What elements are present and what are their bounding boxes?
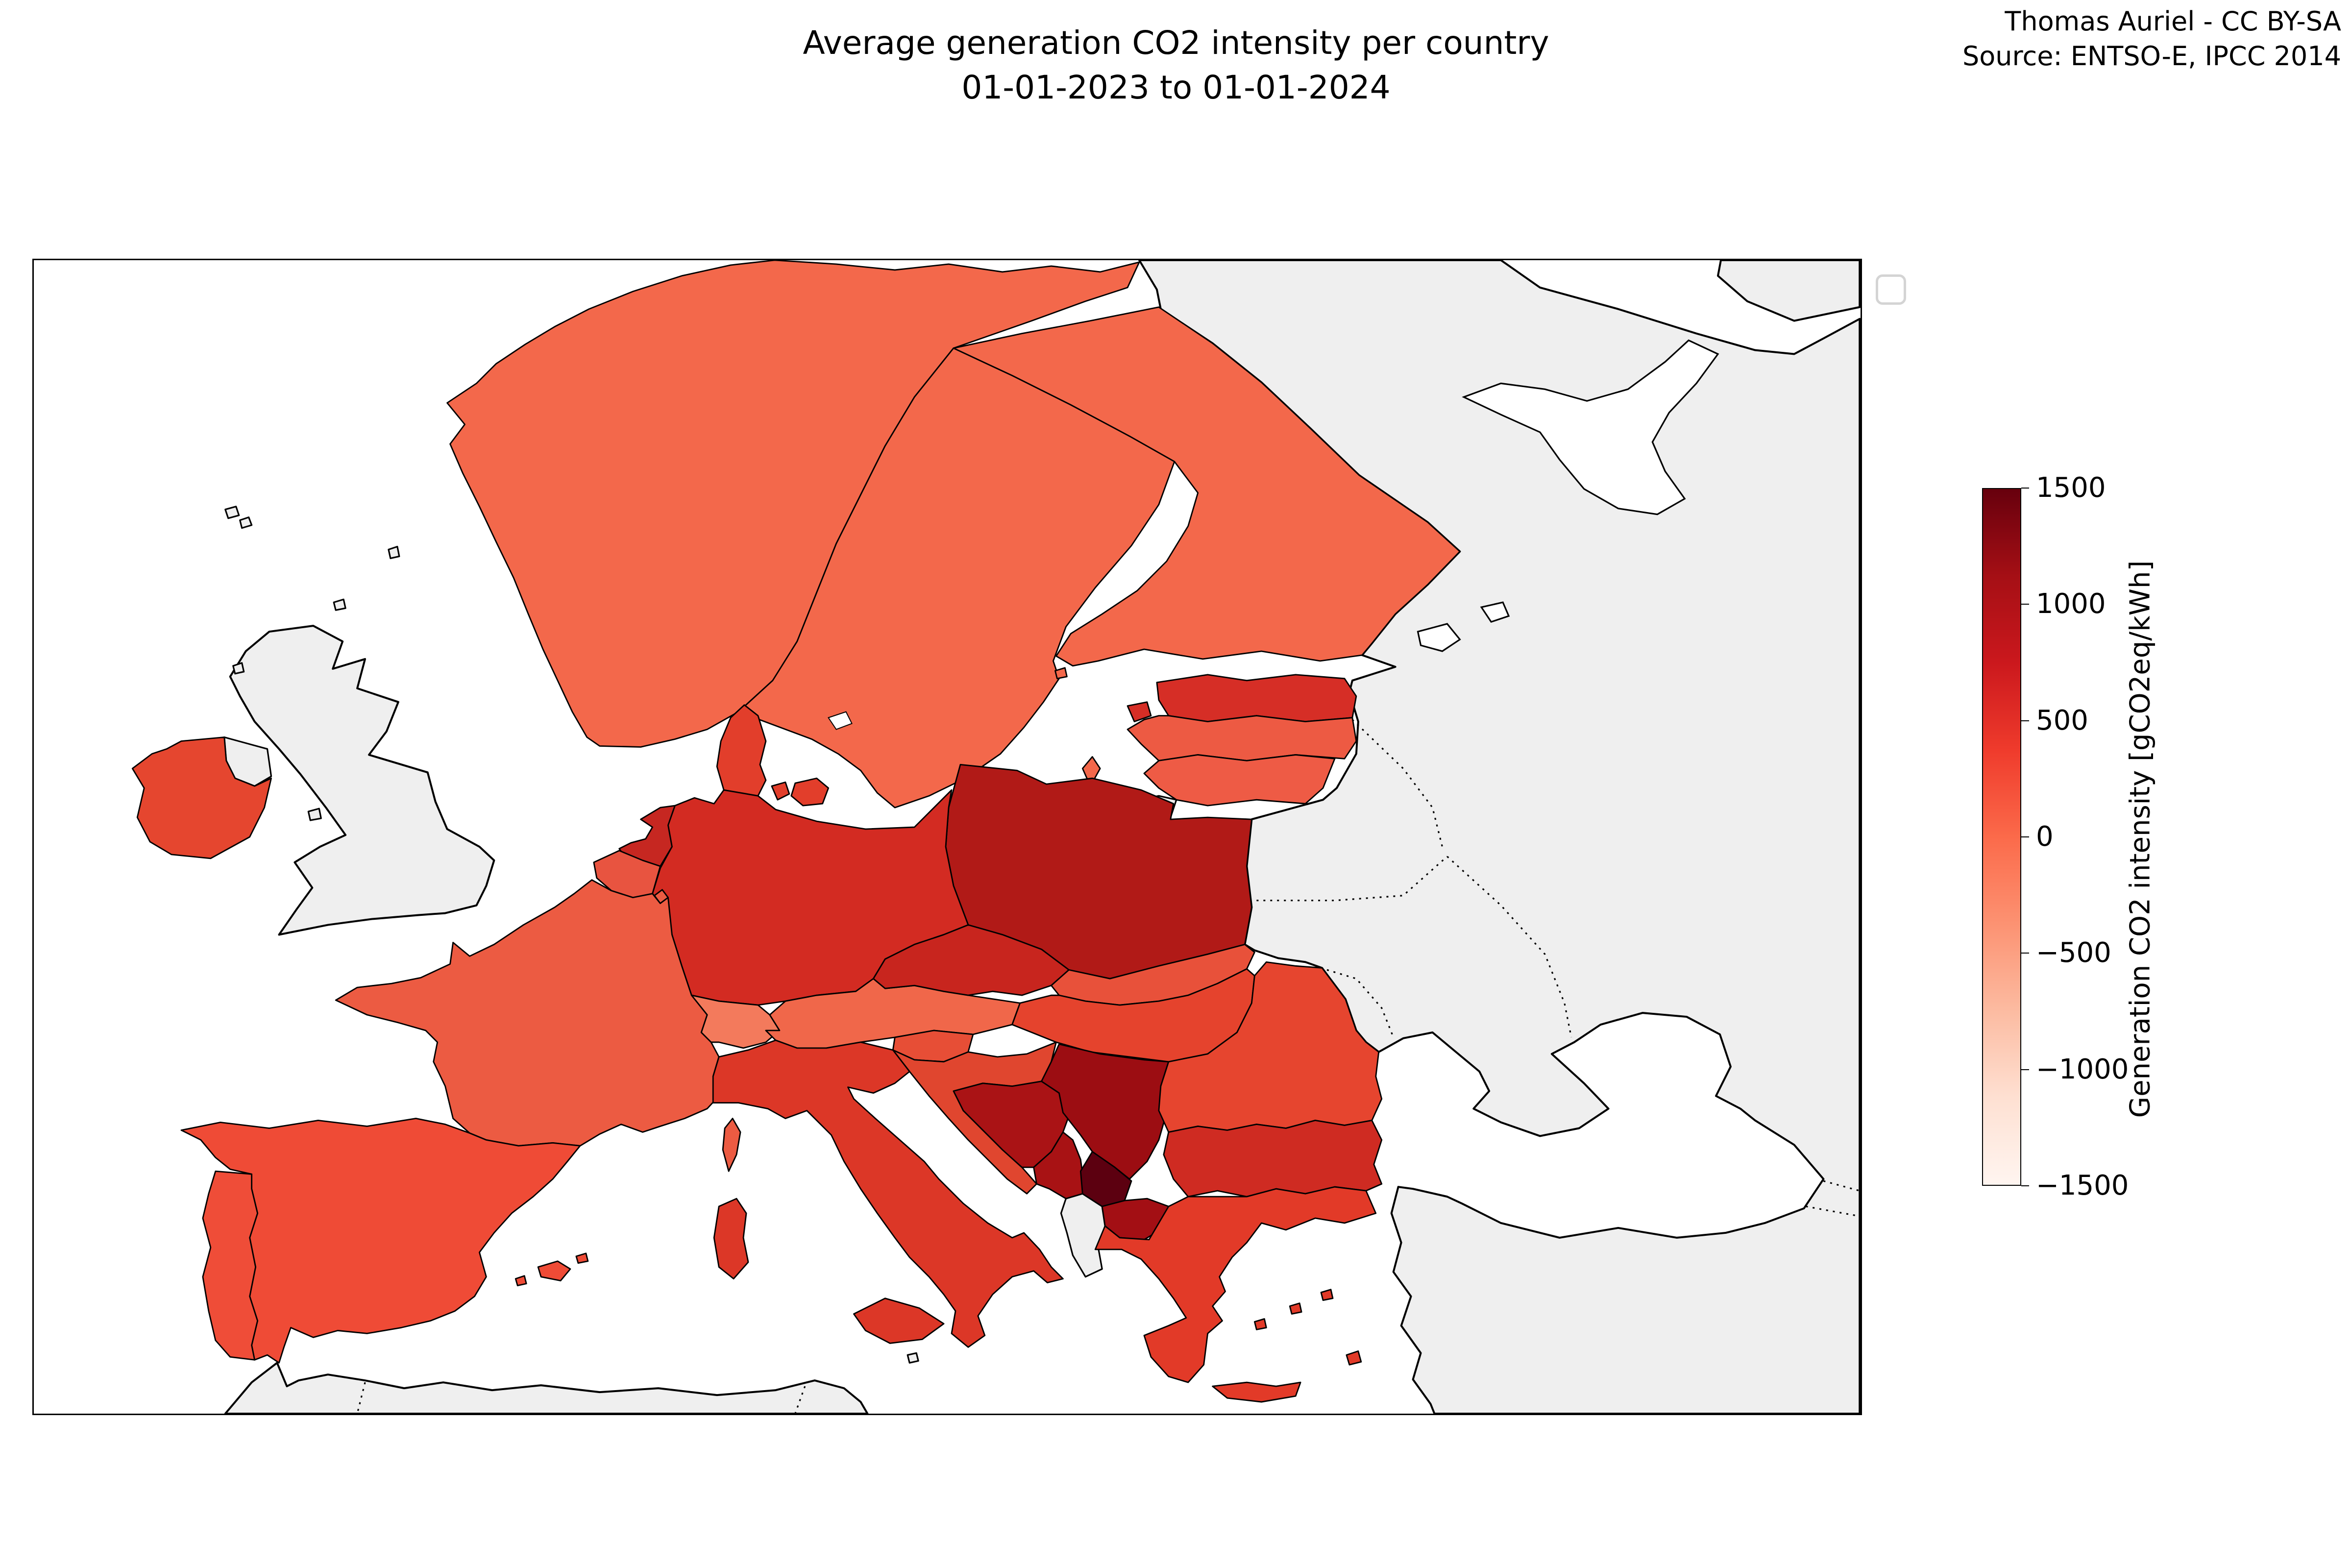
- europe-choropleth-map: [34, 260, 1861, 1414]
- colorbar-tick-mark: [2021, 488, 2029, 489]
- colorbar-tick-mark: [2021, 953, 2029, 954]
- colorbar-tick-label: 1000: [2036, 590, 2106, 618]
- country-latvia: [1127, 716, 1356, 761]
- figure-canvas: { "title": { "line1": "Average generatio…: [0, 0, 2352, 1568]
- region-north-africa: [225, 1363, 868, 1414]
- colorbar-axis-label: Generation CO2 intensity [gCO2eq/kWh]: [2125, 545, 2156, 1133]
- region-isle-of-man: [308, 808, 321, 820]
- country-denmark-zealand: [791, 778, 829, 806]
- region-faroe-islands-2: [240, 517, 252, 528]
- attribution: Thomas Auriel - CC BY-SA Source: ENTSO-E…: [1962, 4, 2341, 74]
- colorbar-tick-label: 1500: [2036, 474, 2106, 502]
- colorbar-tick-mark: [2021, 720, 2029, 721]
- country-finland-aland: [1055, 668, 1067, 679]
- country-portugal: [203, 1171, 258, 1360]
- country-bulgaria: [1164, 1121, 1382, 1197]
- country-estonia: [1157, 675, 1356, 722]
- colorbar-gradient: [1982, 488, 2021, 1186]
- country-italy-sardinia: [714, 1199, 748, 1279]
- colorbar-tick-label: 500: [2036, 707, 2088, 735]
- country-spain-menorca: [576, 1253, 588, 1263]
- country-italy-sicily: [854, 1298, 944, 1344]
- colorbar-tick-mark: [2021, 1069, 2029, 1070]
- country-greece-island-1: [1254, 1319, 1266, 1329]
- region-faroe-islands: [225, 507, 239, 518]
- country-france-corsica: [723, 1119, 740, 1172]
- colorbar-tick-mark: [2021, 1185, 2029, 1186]
- map-widget-button[interactable]: [1876, 274, 1906, 305]
- region-hebrides: [233, 663, 244, 674]
- attribution-author: Thomas Auriel - CC BY-SA: [1962, 4, 2341, 39]
- country-lithuania: [1144, 755, 1335, 806]
- region-shetland: [389, 547, 399, 559]
- region-orkney: [334, 599, 345, 610]
- country-greece-island-2: [1290, 1303, 1301, 1314]
- country-greece-rhodes: [1347, 1351, 1361, 1365]
- colorbar-tick-label: 0: [2036, 823, 2054, 851]
- colorbar-tick-label: −1000: [2036, 1056, 2129, 1083]
- country-greece-island-3: [1321, 1290, 1333, 1300]
- map-frame: [32, 259, 1862, 1415]
- country-france: [336, 880, 719, 1146]
- attribution-source: Source: ENTSO-E, IPCC 2014: [1962, 39, 2341, 74]
- region-malta: [907, 1353, 918, 1363]
- country-spain-ibiza: [515, 1276, 526, 1286]
- colorbar-tick-label: −1500: [2036, 1172, 2129, 1200]
- region-kanin-peninsula: [1718, 260, 1860, 321]
- colorbar-tick-mark: [2021, 604, 2029, 605]
- country-greece-crete: [1213, 1382, 1301, 1402]
- country-spain-mallorca: [538, 1261, 570, 1281]
- region-albania: [1061, 1194, 1105, 1277]
- colorbar-tick-label: −500: [2036, 939, 2111, 967]
- colorbar-tick-mark: [2021, 836, 2029, 837]
- country-denmark-funen: [772, 782, 789, 800]
